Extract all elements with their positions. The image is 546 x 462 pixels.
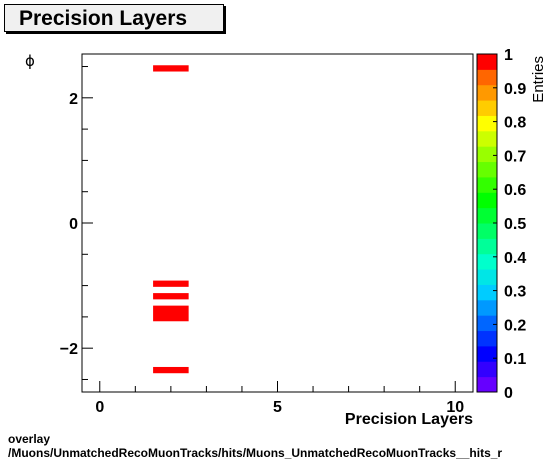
- x-tick-label: 0: [95, 399, 104, 416]
- colorbar-segment: [477, 238, 497, 255]
- colorbar-tick-label: 0.8: [504, 115, 526, 132]
- colorbar-segment: [477, 100, 497, 116]
- colorbar-tick-label: 0.3: [504, 284, 526, 301]
- heatmap-cell: [153, 280, 189, 287]
- colorbar-tick-label: 0: [504, 385, 513, 402]
- colorbar-tick-label: 0.6: [504, 182, 526, 199]
- colorbar-segment: [477, 192, 497, 209]
- colorbar-segment: [477, 176, 497, 193]
- colorbar-segment: [477, 361, 497, 378]
- heatmap-cell: [153, 293, 189, 300]
- plot-frame: [81, 53, 474, 393]
- colorbar-segment: [477, 207, 497, 224]
- colorbar-tick-label: 0.9: [504, 81, 526, 98]
- colorbar-segment: [477, 299, 497, 316]
- heatmap-cell: [153, 65, 189, 72]
- colorbar-segment: [477, 69, 497, 86]
- colorbar-label: Entries: [530, 56, 546, 103]
- colorbar-segment: [477, 253, 497, 270]
- colorbar-segment: [477, 146, 497, 163]
- colorbar-segment: [477, 161, 497, 178]
- title-box: Precision Layers: [4, 4, 224, 32]
- y-tick-label: −2: [60, 341, 78, 358]
- colorbar-segment: [477, 115, 497, 132]
- chart-title: Precision Layers: [19, 7, 188, 30]
- colorbar-tick-label: 0.7: [504, 148, 526, 165]
- y-axis-label: ϕ: [25, 52, 35, 70]
- colorbar-tick-label: 0.4: [504, 250, 526, 267]
- colorbar-segment: [477, 84, 497, 101]
- y-tick-label: 0: [69, 216, 78, 233]
- colorbar-segment: [477, 269, 497, 285]
- colorbar-segment: [477, 345, 497, 362]
- y-tick-label: 2: [69, 91, 78, 108]
- colorbar-segment: [477, 54, 497, 70]
- footer-line-1: overlay: [8, 432, 51, 446]
- x-tick-label: 10: [446, 399, 464, 416]
- colorbar-tick-label: 0.5: [504, 216, 526, 233]
- x-tick-label: 5: [273, 399, 282, 416]
- heatmap-cell: [153, 366, 189, 374]
- colorbar-segment: [477, 330, 497, 347]
- colorbar-tick-label: 1: [504, 47, 513, 64]
- footer-line-2: /Muons/UnmatchedRecoMuonTracks/hits/Muon…: [8, 446, 503, 460]
- x-axis-label: Precision Layers: [345, 411, 473, 428]
- colorbar-segment: [477, 223, 497, 239]
- colorbar-segment: [477, 376, 497, 393]
- colorbar-tick-label: 0.2: [504, 317, 526, 334]
- colorbar-segment: [477, 315, 497, 332]
- colorbar-segment: [477, 130, 497, 147]
- heatmap-cell: [153, 305, 189, 322]
- colorbar-tick-label: 0.1: [504, 351, 526, 368]
- colorbar-segment: [477, 284, 497, 301]
